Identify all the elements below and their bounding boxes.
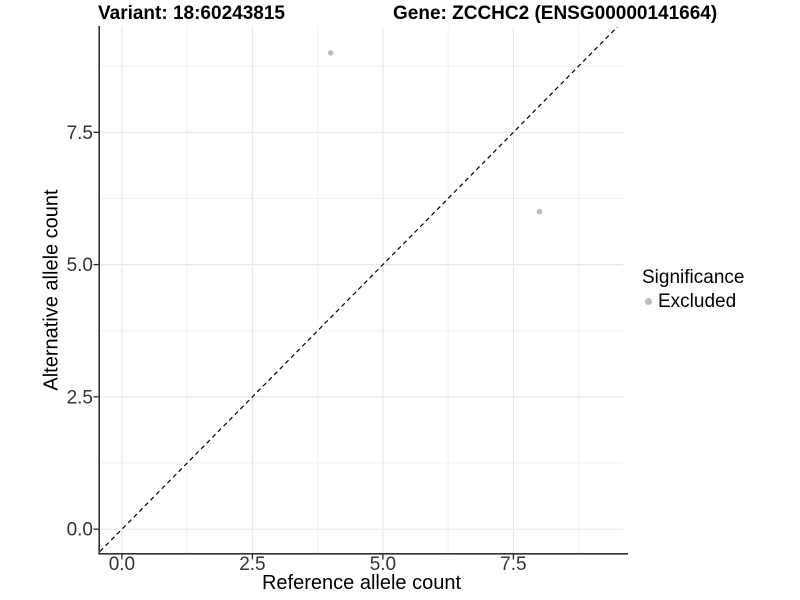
legend: Significance Excluded — [642, 267, 745, 313]
y-tick-label: 0.0 — [67, 520, 93, 541]
plot-title-variant: Variant: 18:60243815 — [98, 3, 285, 24]
y-axis-label: Alternative allele count — [40, 189, 63, 391]
y-tick-label: 5.0 — [67, 255, 93, 276]
data-point — [327, 50, 334, 56]
y-tick-label: 2.5 — [67, 387, 93, 408]
legend-title: Significance — [642, 267, 745, 288]
x-axis-label: Reference allele count — [261, 572, 461, 594]
identity-line — [99, 26, 618, 552]
legend-point-icon — [645, 298, 652, 306]
y-tick-label: 7.5 — [67, 123, 93, 144]
x-tick-label: 7.5 — [500, 554, 526, 575]
legend-entry-label: Excluded — [658, 290, 737, 312]
x-tick-label: 5.0 — [370, 554, 396, 575]
x-tick-label: 2.5 — [239, 554, 265, 575]
x-tick-label: 0.0 — [109, 554, 135, 575]
data-point — [536, 208, 543, 215]
plot-title-gene: Gene: ZCCHC2 (ENSG00000141664) — [393, 3, 718, 24]
legend-entry-excluded: Excluded — [642, 291, 744, 313]
